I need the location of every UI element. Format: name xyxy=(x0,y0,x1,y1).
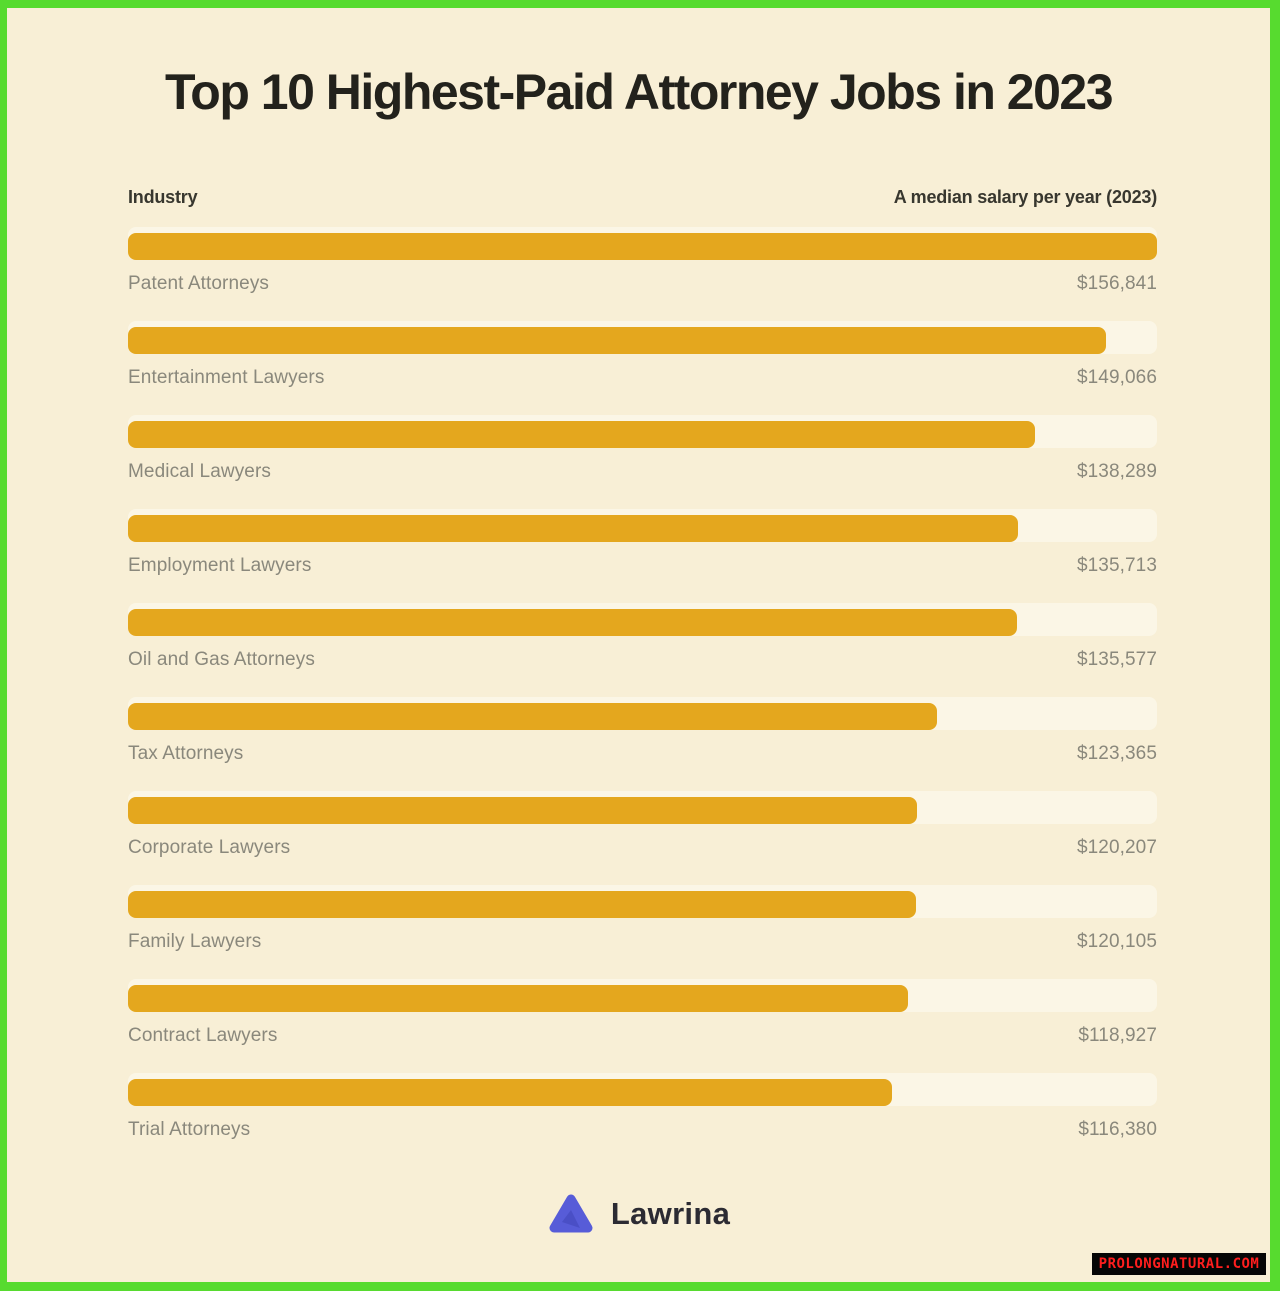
page-title: Top 10 Highest-Paid Attorney Jobs in 202… xyxy=(164,64,1114,120)
bar-fill xyxy=(128,515,1019,542)
bar-track xyxy=(128,509,1157,542)
chart-rows: Patent Attorneys $156,841 Entertainment … xyxy=(128,227,1157,1140)
value-label: $123,365 xyxy=(1076,743,1157,764)
bar-fill xyxy=(128,1079,892,1106)
value-label: $149,066 xyxy=(1076,367,1157,388)
value-label: $116,380 xyxy=(1078,1119,1157,1140)
category-label: Corporate Lawyers xyxy=(128,837,291,858)
chart-row: Corporate Lawyers $120,207 xyxy=(128,791,1157,858)
value-label: $135,713 xyxy=(1076,555,1157,576)
brand-footer: Lawrina xyxy=(7,1190,1270,1238)
category-label: Family Lawyers xyxy=(128,931,262,952)
bar-fill xyxy=(128,891,916,918)
bar-fill xyxy=(128,421,1036,448)
category-label: Employment Lawyers xyxy=(128,555,312,576)
bar-track xyxy=(128,227,1157,260)
chart-row: Tax Attorneys $123,365 xyxy=(128,697,1157,764)
watermark-badge: PROLONGNATURAL.COM xyxy=(1092,1253,1266,1275)
chart-row: Medical Lawyers $138,289 xyxy=(128,415,1157,482)
mountain-triangle-icon xyxy=(547,1192,595,1236)
chart-row: Employment Lawyers $135,713 xyxy=(128,509,1157,576)
bar-track xyxy=(128,885,1157,918)
value-label: $120,105 xyxy=(1076,931,1157,952)
chart-row: Family Lawyers $120,105 xyxy=(128,885,1157,952)
category-label: Medical Lawyers xyxy=(128,461,271,482)
bar-fill xyxy=(128,985,909,1012)
bar-track xyxy=(128,697,1157,730)
chart-row: Patent Attorneys $156,841 xyxy=(128,227,1157,294)
value-label: $135,577 xyxy=(1076,649,1157,670)
chart-row: Oil and Gas Attorneys $135,577 xyxy=(128,603,1157,670)
chart-row: Entertainment Lawyers $149,066 xyxy=(128,321,1157,388)
category-label: Oil and Gas Attorneys xyxy=(128,649,315,670)
bar-track xyxy=(128,979,1157,1012)
brand-name: Lawrina xyxy=(610,1196,731,1231)
bar-track xyxy=(128,791,1157,824)
chart-row: Contract Lawyers $118,927 xyxy=(128,979,1157,1046)
value-label: $120,207 xyxy=(1076,837,1157,858)
bar-track xyxy=(128,1073,1157,1106)
category-label: Patent Attorneys xyxy=(128,273,270,294)
column-header-industry: Industry xyxy=(128,187,198,207)
column-header-salary: A median salary per year (2023) xyxy=(893,187,1157,207)
bar-fill xyxy=(128,703,938,730)
bar-track xyxy=(128,603,1157,636)
value-label: $138,289 xyxy=(1076,461,1157,482)
bar-fill xyxy=(128,233,1157,260)
bar-fill xyxy=(128,797,917,824)
category-label: Tax Attorneys xyxy=(128,743,244,764)
bar-track xyxy=(128,321,1157,354)
salary-bar-chart: Industry A median salary per year (2023)… xyxy=(128,187,1157,1140)
category-label: Trial Attorneys xyxy=(128,1119,251,1140)
bar-fill xyxy=(128,327,1106,354)
chart-row: Trial Attorneys $116,380 xyxy=(128,1073,1157,1140)
value-label: $118,927 xyxy=(1078,1025,1157,1046)
category-label: Entertainment Lawyers xyxy=(128,367,325,388)
bar-track xyxy=(128,415,1157,448)
category-label: Contract Lawyers xyxy=(128,1025,278,1046)
value-label: $156,841 xyxy=(1076,273,1157,294)
bar-fill xyxy=(128,609,1018,636)
chart-column-headers: Industry A median salary per year (2023) xyxy=(128,187,1157,209)
